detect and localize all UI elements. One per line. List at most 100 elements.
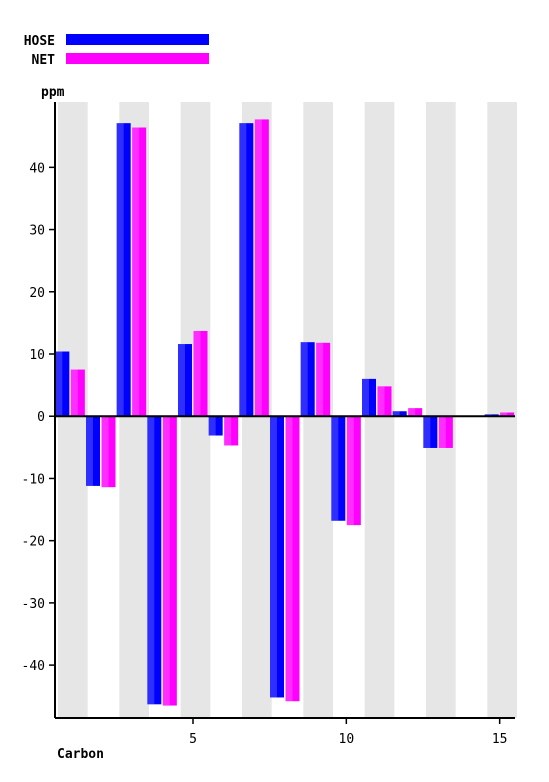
bar-body [500, 412, 515, 417]
x-axis-label: Carbon [57, 747, 104, 762]
y-tick-label: 30 [29, 224, 45, 239]
y-tick-label: -40 [22, 659, 45, 674]
y-tick-label: -30 [22, 597, 45, 612]
y-tick-label: 40 [29, 161, 45, 176]
bar-sheen [270, 416, 277, 698]
bar-sheen [193, 330, 201, 417]
bar-sheen [254, 119, 262, 417]
bar-body [438, 416, 453, 448]
bar-sheen [377, 386, 385, 417]
bar-sheen [438, 416, 446, 448]
bar-net [500, 412, 515, 417]
bar-hose [208, 416, 223, 436]
bar-sheen [408, 408, 416, 417]
bar-hose [86, 416, 100, 486]
bar-net [193, 330, 208, 417]
bar-sheen [132, 127, 140, 417]
bar-hose [423, 416, 438, 448]
bar-body [132, 127, 147, 417]
x-tick-label: 15 [492, 732, 508, 747]
bar-body [162, 416, 177, 706]
y-axis-label: ppm [41, 85, 65, 100]
bar-body [346, 416, 361, 526]
bar-body [147, 416, 162, 705]
bar-sheen [331, 416, 339, 521]
bar-sheen [362, 378, 369, 417]
bar-body [193, 330, 208, 417]
bar-net [254, 119, 269, 417]
legend-swatch-net [66, 53, 209, 64]
bar-sheen [208, 416, 216, 436]
y-tick-label: 10 [29, 348, 45, 363]
bar-hose [147, 416, 162, 705]
bar-sheen [285, 416, 293, 702]
bar-body [270, 416, 284, 698]
bar-sheen [346, 416, 354, 526]
bar-sheen [316, 342, 324, 417]
bar-net [316, 342, 331, 417]
legend-label-net: NET [32, 53, 56, 68]
bar-net [346, 416, 361, 526]
x-tick-label: 5 [189, 732, 197, 747]
bar-net [70, 369, 85, 417]
bar-body [224, 416, 239, 446]
bar-net [101, 416, 116, 488]
bar-sheen [162, 416, 170, 706]
bar-sheen [224, 416, 232, 446]
bar-body [408, 408, 423, 417]
y-tick-label: 20 [29, 286, 45, 301]
background-band [487, 102, 517, 718]
bar-body [254, 119, 269, 417]
bar-hose [392, 411, 407, 417]
bar-net [224, 416, 239, 446]
bar-hose [270, 416, 284, 698]
bar-hose [239, 123, 254, 417]
legend: HOSE NET [24, 34, 209, 68]
bar-sheen [392, 411, 400, 417]
bar-net [408, 408, 423, 417]
bar-body [116, 123, 131, 417]
bar-sheen [147, 416, 155, 705]
bar-sheen [116, 123, 124, 417]
bar-sheen [55, 351, 63, 417]
bar-hose [362, 378, 376, 417]
bar-body [239, 123, 254, 417]
bar-body [377, 386, 392, 417]
bar-hose [55, 351, 70, 417]
bar-sheen [423, 416, 431, 448]
tick-marks: -40 -30 -20 -10 0 10 20 30 40 5 10 15 [22, 161, 508, 747]
bar-net [438, 416, 453, 448]
bar-body [101, 416, 116, 488]
bar-body [423, 416, 438, 448]
bar-sheen [70, 369, 78, 417]
bar-body [285, 416, 300, 702]
axes [54, 102, 515, 719]
bar-body [331, 416, 346, 521]
bar-hose [331, 416, 346, 521]
bar-sheen [500, 412, 508, 417]
bar-net [162, 416, 177, 706]
bar-net [132, 127, 147, 417]
bar-hose [116, 123, 131, 417]
bar-body [316, 342, 331, 417]
bar-hose [178, 344, 192, 417]
bar-sheen [239, 123, 247, 417]
legend-swatch-hose [66, 34, 209, 45]
bar-hose [300, 342, 315, 417]
bar-body [86, 416, 100, 486]
bar-sheen [86, 416, 93, 486]
bar-body [362, 378, 376, 417]
x-tick-label: 10 [339, 732, 355, 747]
y-tick-label: -10 [22, 472, 45, 487]
bar-net [377, 386, 392, 417]
legend-label-hose: HOSE [24, 34, 55, 49]
bar-net [285, 416, 300, 702]
bar-sheen [101, 416, 109, 488]
background-band [426, 102, 456, 718]
y-tick-label: -20 [22, 535, 45, 550]
y-tick-label: 0 [37, 410, 45, 425]
bar-body [55, 351, 70, 417]
bar-sheen [178, 344, 185, 417]
